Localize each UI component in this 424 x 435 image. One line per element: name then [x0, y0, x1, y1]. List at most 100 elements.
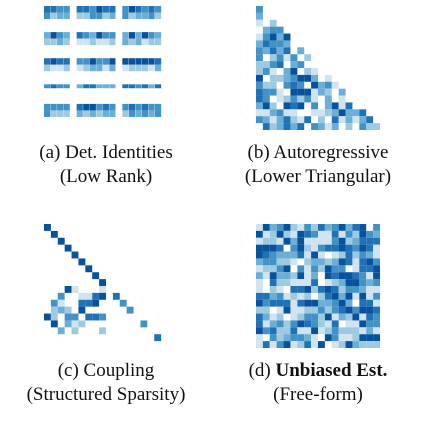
matrix-cell [78, 292, 86, 300]
matrix-cell [276, 306, 284, 314]
matrix-cell [324, 123, 332, 130]
matrix-cell [324, 286, 332, 293]
matrix-cell [50, 306, 58, 314]
matrix-cell [318, 327, 325, 335]
matrix-cell [338, 313, 346, 321]
matrix-cell [318, 123, 325, 130]
matrix-cell [297, 81, 305, 89]
matrix-cell [304, 341, 312, 348]
matrix-cell [283, 224, 291, 231]
matrix-cell [148, 110, 155, 117]
matrix-cell [304, 299, 312, 307]
matrix-cell [359, 279, 367, 286]
matrix-cell [311, 272, 318, 280]
matrix-cell [83, 12, 90, 20]
matrix-cell [318, 88, 325, 96]
matrix-cell [276, 95, 284, 103]
matrix-cell [324, 292, 332, 300]
matrix-cell [311, 88, 318, 96]
matrix-cell [331, 224, 339, 231]
matrix-cell [141, 84, 149, 89]
matrix-cell [331, 237, 339, 245]
caption-d-letter: (d) [248, 360, 271, 381]
matrix-cell [290, 251, 298, 259]
matrix-cell [96, 12, 103, 20]
matrix-cell [109, 12, 116, 20]
matrix-cell [122, 110, 129, 117]
matrix-cell [366, 230, 374, 238]
matrix-cell [262, 123, 270, 130]
matrix-cell [338, 265, 346, 273]
matrix-cell [311, 258, 318, 266]
matrix-cell [366, 327, 374, 335]
matrix-cell [297, 74, 305, 82]
matrix-cell [89, 103, 96, 111]
matrix-cell [318, 237, 325, 245]
matrix-cell [102, 110, 109, 117]
matrix-cell [44, 64, 51, 72]
matrix-cell [297, 61, 305, 68]
matrix-cell [366, 313, 374, 321]
matrix-cell [311, 95, 318, 103]
matrix-cell [128, 6, 136, 13]
matrix-cell [304, 237, 312, 245]
matrix-cell [256, 320, 263, 328]
matrix-cell [148, 38, 155, 46]
matrix-cell [338, 95, 346, 103]
matrix-cell [359, 341, 367, 348]
matrix-cell [154, 32, 162, 39]
matrix-cell [102, 6, 109, 13]
matrix-cell [76, 64, 83, 72]
matrix-cell [256, 299, 263, 307]
matrix-cell [256, 88, 263, 96]
matrix-cell [290, 54, 298, 62]
matrix-cell [352, 116, 360, 124]
matrix-cell [102, 12, 109, 20]
matrix-cell [154, 84, 162, 89]
matrix-cell [283, 116, 291, 124]
matrix-cell [269, 116, 277, 124]
matrix-cell [331, 116, 339, 124]
matrix-cell [338, 341, 346, 348]
matrix-cell [373, 251, 380, 259]
matrix-cell [141, 32, 149, 39]
caption-c-letter: (c) [57, 360, 79, 381]
matrix-cell [338, 306, 346, 314]
matrix-cell [63, 84, 70, 89]
matrix-cell [99, 279, 106, 286]
matrix-cell [311, 81, 318, 89]
panel-c: (c) Coupling (Structured Sparsity) [0, 218, 212, 435]
matrix-cell [290, 102, 298, 110]
matrix-cell [359, 237, 367, 245]
matrix-cell [276, 334, 284, 342]
matrix-cell [269, 292, 277, 300]
matrix-cell [85, 292, 93, 300]
matrix-cell [290, 109, 298, 117]
matrix-cell [311, 334, 318, 342]
matrix-cell [262, 306, 270, 314]
matrix-cell [256, 258, 263, 266]
caption-d-subtitle: (Free-form) [273, 384, 363, 405]
matrix-cell [318, 320, 325, 328]
matrix-cell [345, 251, 353, 259]
matrix-cell [262, 272, 270, 280]
matrix-cell [283, 341, 291, 348]
matrix-cell [269, 74, 277, 82]
caption-a-letter: (a) [39, 142, 61, 163]
matrix-cell [311, 341, 318, 348]
matrix-cell [324, 230, 332, 238]
matrix-cell [297, 286, 305, 293]
matrix-cell [345, 292, 353, 300]
matrix-cell [276, 123, 284, 130]
matrix-cell [359, 109, 367, 117]
matrix-cell [44, 84, 51, 89]
matrix-cell [318, 109, 325, 117]
matrix-cell [109, 38, 116, 46]
matrix-cell [283, 251, 291, 259]
matrix-cell [63, 64, 70, 72]
matrix-cell [109, 58, 116, 65]
matrix-cell [50, 84, 57, 89]
matrix-cell [78, 320, 86, 328]
matrix-cell [283, 265, 291, 273]
matrix-cell [311, 123, 318, 130]
